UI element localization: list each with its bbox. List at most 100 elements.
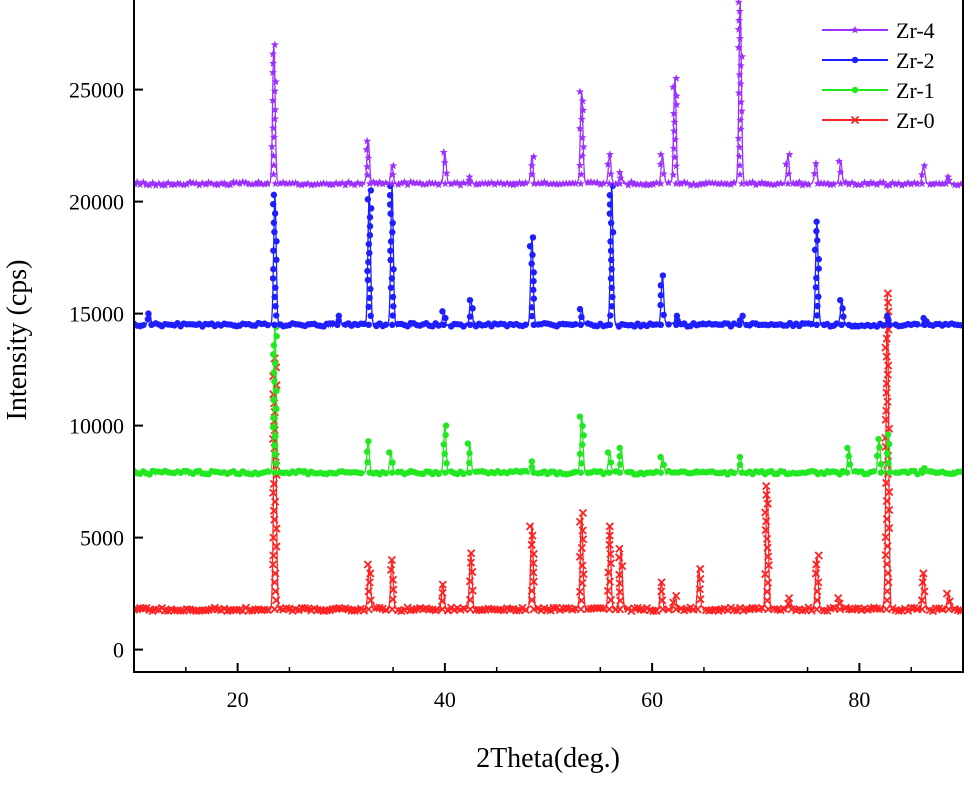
data-point [611, 179, 620, 188]
data-point [412, 179, 421, 187]
data-point [425, 605, 434, 614]
legend-item-Zr-2: Zr-2 [822, 48, 935, 73]
data-point [730, 320, 738, 327]
data-point [851, 86, 859, 94]
data-point [618, 561, 627, 571]
data-point [439, 148, 448, 156]
data-point [910, 178, 919, 187]
data-point [917, 596, 927, 605]
data-point [813, 218, 820, 225]
data-point [366, 596, 375, 605]
data-point [144, 316, 152, 323]
data-point [561, 603, 571, 613]
data-point [913, 179, 922, 188]
data-point [213, 180, 222, 189]
series-line [134, 184, 963, 329]
data-point [390, 266, 397, 273]
data-point [386, 191, 394, 199]
data-point [279, 178, 288, 186]
data-point [271, 179, 280, 188]
data-point [530, 269, 537, 276]
data-point [367, 187, 375, 194]
data-point [478, 179, 487, 187]
data-point [365, 179, 374, 188]
data-point [521, 178, 530, 187]
data-point [761, 525, 770, 535]
data-point [160, 606, 170, 615]
data-point [918, 179, 927, 188]
data-point [390, 303, 397, 310]
data-point [607, 312, 614, 319]
data-point [814, 302, 821, 310]
data-point [764, 552, 773, 561]
data-point [693, 605, 702, 614]
data-point [593, 178, 602, 186]
data-point [669, 83, 678, 91]
data-point [140, 321, 147, 329]
data-point [273, 387, 280, 394]
data-point [271, 442, 278, 449]
data-point [605, 522, 614, 531]
data-point [357, 470, 365, 477]
y-tick-label: 15000 [69, 302, 124, 327]
data-point [512, 180, 521, 188]
data-point [579, 422, 586, 430]
data-point [269, 351, 277, 358]
data-point [367, 312, 374, 320]
data-point [442, 422, 450, 429]
data-point [559, 179, 567, 188]
data-point [269, 551, 278, 560]
data-point [607, 459, 615, 466]
data-point [811, 246, 819, 254]
data-point [353, 178, 362, 187]
data-point [528, 463, 536, 471]
data-point [810, 169, 819, 177]
data-point [161, 181, 170, 189]
data-point [195, 181, 204, 189]
data-point [657, 578, 666, 587]
data-point [665, 321, 672, 328]
data-point [917, 170, 926, 179]
data-point [758, 178, 766, 186]
data-point [572, 468, 579, 476]
data-point [272, 524, 281, 533]
data-point [683, 179, 692, 187]
data-point [223, 181, 232, 189]
data-point [882, 352, 891, 361]
data-point [364, 587, 373, 596]
data-point [365, 438, 372, 445]
data-point [578, 151, 587, 160]
data-point [829, 180, 838, 188]
data-point [829, 603, 838, 612]
data-point [529, 152, 538, 161]
data-point [347, 179, 356, 188]
data-point [271, 77, 280, 86]
data-point [260, 605, 269, 614]
data-point [307, 181, 316, 189]
data-point [605, 540, 614, 549]
series-markers [134, 0, 963, 189]
legend-label: Zr-2 [896, 48, 935, 73]
data-point [884, 361, 893, 370]
data-point [528, 458, 536, 465]
data-point [465, 176, 474, 184]
data-point [522, 467, 529, 475]
data-point [590, 178, 599, 186]
data-point [672, 100, 681, 109]
data-point [656, 150, 665, 158]
data-point [272, 303, 279, 310]
data-point [269, 200, 277, 208]
data-point [389, 293, 397, 301]
data-point [589, 604, 599, 613]
data-point [879, 178, 888, 186]
series-Zr-0 [134, 289, 963, 616]
data-point [735, 152, 744, 160]
data-point [366, 469, 373, 476]
data-point [525, 522, 535, 531]
data-point [453, 178, 462, 187]
data-point [762, 481, 771, 491]
data-point [503, 179, 511, 187]
data-point [736, 170, 744, 178]
data-point [269, 479, 279, 488]
legend-item-Zr-4: Zr-4 [822, 18, 935, 43]
